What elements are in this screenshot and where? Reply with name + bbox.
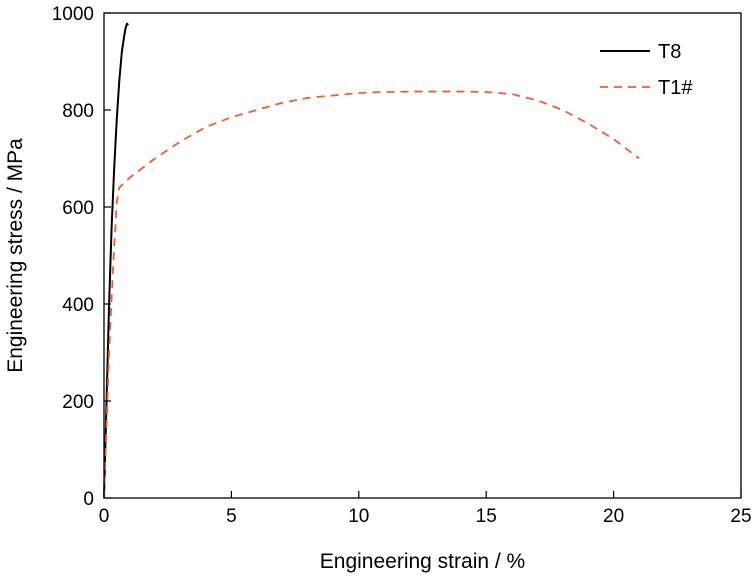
y-tick-label: 800 — [62, 101, 94, 122]
y-tick-label: 0 — [83, 489, 94, 510]
legend: T8 T1# — [600, 41, 693, 99]
legend-label-t1: T1# — [658, 77, 693, 99]
x-tick-label: 15 — [476, 506, 497, 527]
y-tick-label: 600 — [62, 198, 94, 219]
plot-frame — [103, 12, 742, 499]
legend-label-t8: T8 — [658, 41, 681, 63]
series-line-t8 — [103, 22, 129, 499]
y-tick-label: 1000 — [52, 4, 94, 25]
series-layer — [103, 22, 640, 499]
x-axis-title: Engineering strain / % — [320, 550, 525, 573]
x-tick-label: 10 — [348, 506, 369, 527]
y-tick-label: 200 — [62, 392, 94, 413]
x-tick-label: 25 — [730, 506, 751, 527]
y-axis-title: Engineering stress / MPa — [4, 138, 27, 373]
series-line-t1 — [103, 90, 640, 499]
y-tick-label: 400 — [62, 295, 94, 316]
ticks-layer: 0 5 10 15 20 25 0 200 400 600 800 1000 — [52, 4, 752, 527]
x-tick-label: 20 — [603, 506, 624, 527]
x-tick-label: 0 — [99, 506, 110, 527]
x-tick-label: 5 — [226, 506, 237, 527]
